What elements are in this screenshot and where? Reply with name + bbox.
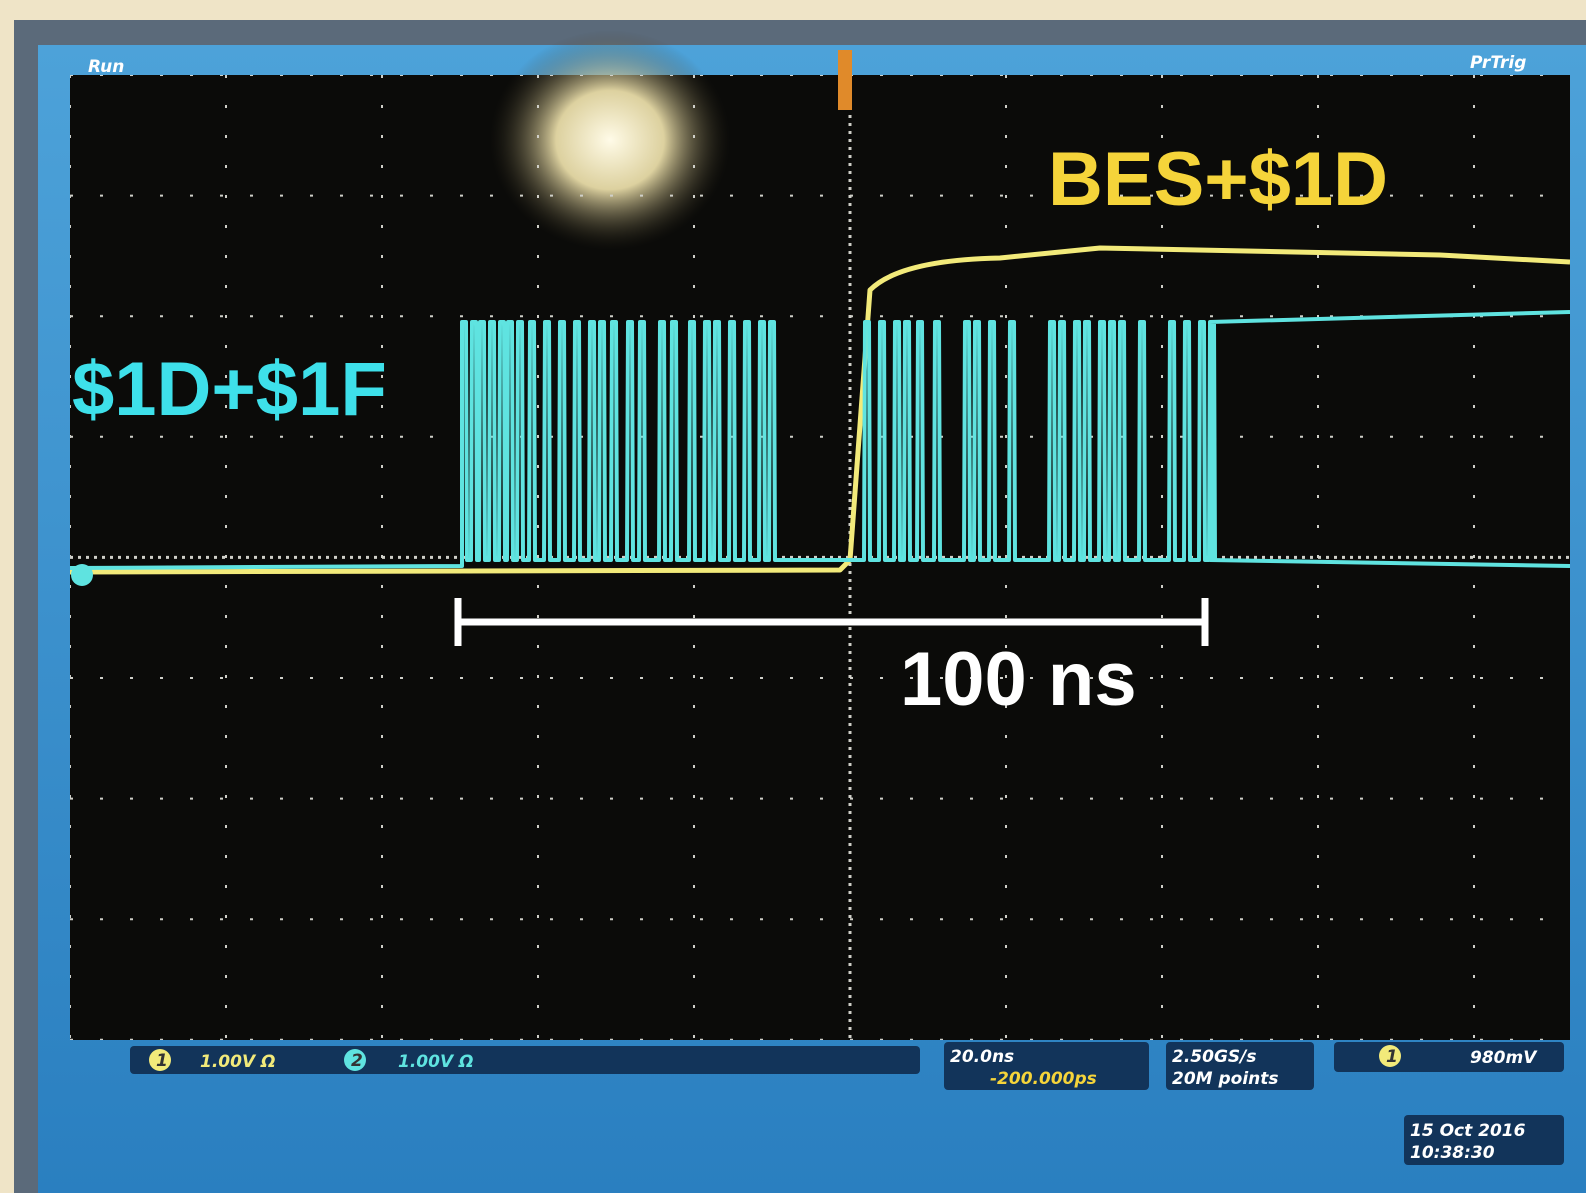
channel1-setting: 1.00V Ω <box>200 1052 275 1072</box>
channel2-setting: 1.00V Ω <box>398 1052 473 1072</box>
trigger-position <box>838 50 852 110</box>
run-status: Run <box>88 57 124 77</box>
channel-ground-marker <box>71 564 93 586</box>
channel2-annotation: $1D+$1F <box>72 347 387 432</box>
trigger-source: 1 <box>1386 1047 1398 1067</box>
scale-bar-label: 100 ns <box>900 637 1137 722</box>
channel1-marker: 1 <box>156 1051 168 1071</box>
channel1-annotation: BES+$1D <box>1048 137 1388 222</box>
glare <box>490 30 730 250</box>
photo: Run PrTrig BES+$1D $1D+$1F 100 ns 1 1.00… <box>0 0 1586 1193</box>
trigger-mode: PrTrig <box>1470 53 1526 73</box>
timebase-scale: 20.0ns <box>950 1047 1014 1067</box>
sample-rate: 2.50GS/s <box>1172 1047 1256 1067</box>
record-length: 20M points <box>1172 1069 1279 1089</box>
time: 10:38:30 <box>1410 1143 1495 1163</box>
date: 15 Oct 2016 <box>1410 1121 1526 1141</box>
timebase-delay: -200.000ps <box>990 1069 1097 1089</box>
channel2-marker: 2 <box>351 1051 363 1071</box>
trigger-level: 980mV <box>1470 1048 1538 1068</box>
